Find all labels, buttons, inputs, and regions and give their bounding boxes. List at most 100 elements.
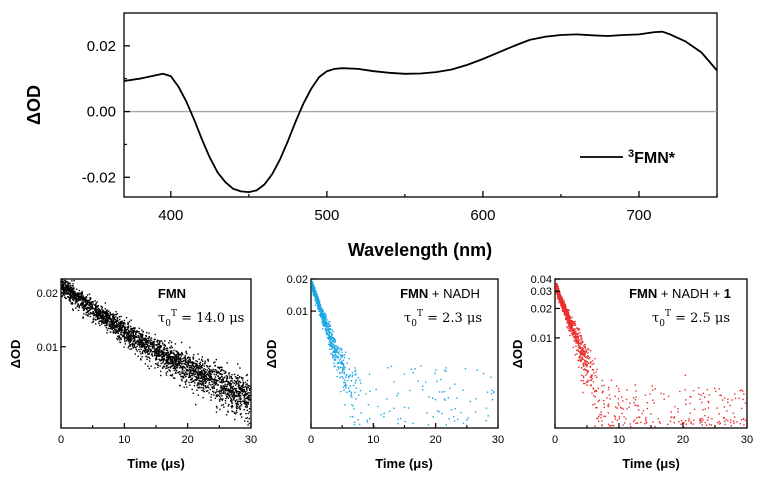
decay-point — [173, 353, 175, 355]
decay-point — [85, 300, 87, 302]
decay-point — [132, 347, 134, 349]
decay-point — [561, 307, 563, 309]
decay-point — [230, 394, 232, 396]
decay-point — [582, 358, 585, 361]
decay-point — [246, 379, 249, 382]
decay-point — [235, 390, 237, 392]
decay-point — [148, 336, 151, 339]
decay-point — [692, 390, 695, 392]
decay-point — [192, 357, 195, 359]
decay-point — [453, 415, 455, 418]
decay-point — [89, 301, 91, 303]
decay-point — [75, 307, 77, 309]
decay-point — [585, 360, 588, 362]
decay-point — [111, 328, 113, 330]
decay-point — [113, 327, 115, 329]
decay-point — [211, 381, 213, 383]
decay-point — [110, 324, 112, 326]
decay-point — [701, 424, 703, 426]
spectrum-ytick-label: -0.02 — [82, 169, 116, 186]
decay-point — [230, 386, 233, 389]
decay-point — [62, 294, 64, 296]
decay-point — [61, 281, 63, 283]
decay-point — [222, 392, 224, 395]
decay-point — [349, 374, 351, 376]
decay-point — [237, 403, 239, 405]
decay-point — [143, 338, 145, 340]
decay-point — [723, 406, 726, 408]
decay-point — [187, 362, 189, 364]
decay-point — [689, 396, 691, 398]
decay-point — [330, 343, 332, 346]
decay-point — [225, 375, 227, 377]
decay-point — [139, 343, 141, 346]
decay-point — [64, 297, 67, 299]
decay-point — [229, 384, 231, 386]
decay-point — [313, 295, 315, 297]
decay-point — [575, 335, 578, 338]
decay-point — [237, 363, 239, 365]
decay-point — [587, 379, 589, 382]
decay-point — [700, 394, 702, 396]
decay-point — [196, 366, 198, 369]
decay-point — [731, 399, 733, 401]
decay-point — [566, 322, 569, 324]
decay-point — [325, 333, 328, 335]
spectrum-panel: 400 500 600 700 -0.02 0.00 0.02 Waveleng… — [24, 12, 718, 260]
decay-point — [215, 384, 217, 386]
decay-point — [214, 378, 216, 381]
decay-point — [329, 328, 331, 330]
decay-point — [556, 284, 558, 286]
decay-point — [101, 317, 103, 319]
decay-point — [323, 322, 325, 325]
decay-point — [622, 424, 624, 426]
decay-point — [186, 352, 188, 355]
decay-ticks — [60, 292, 252, 428]
decay-point — [197, 374, 200, 377]
tau-symbol: τ — [652, 311, 659, 326]
decay-point — [99, 316, 101, 318]
decay-point — [109, 321, 111, 323]
decay-point — [575, 340, 577, 342]
decay-point — [390, 365, 392, 368]
decay-point — [583, 353, 585, 355]
decay-point — [155, 359, 157, 361]
decay-point — [313, 288, 315, 290]
decay-point — [582, 364, 585, 366]
decay-point — [177, 358, 179, 360]
decay-point — [566, 326, 568, 328]
decay-point — [108, 323, 111, 325]
decay-point — [578, 351, 581, 353]
decay-point — [575, 345, 577, 347]
decay-point — [86, 311, 89, 313]
decay-point — [124, 338, 126, 340]
decay-point — [235, 409, 238, 412]
decay-point — [333, 365, 335, 368]
decay-point — [600, 414, 603, 416]
decay-point — [326, 329, 328, 332]
decay-point — [217, 380, 219, 382]
tau-superscript: T — [665, 309, 671, 319]
decay-point — [182, 375, 184, 378]
spectrum-ticks — [124, 45, 718, 197]
decay-point — [318, 308, 320, 310]
decay-point — [597, 387, 599, 389]
decay-point — [245, 417, 247, 420]
decay-point — [475, 398, 477, 400]
decay-point — [242, 383, 244, 386]
decay-point — [201, 366, 203, 369]
decay-point — [153, 346, 155, 348]
decay-point — [714, 387, 716, 390]
decay-point — [155, 348, 157, 351]
decay-point — [247, 385, 249, 387]
decay-point — [186, 366, 188, 368]
decay-point — [726, 410, 728, 412]
decay-point — [339, 354, 341, 356]
decay-point — [616, 407, 618, 409]
decay-point — [93, 313, 96, 315]
decay-point — [83, 306, 85, 308]
decay-point — [201, 364, 203, 367]
decay-point — [81, 302, 83, 305]
decay-point — [566, 318, 568, 320]
decay-point — [191, 378, 193, 381]
